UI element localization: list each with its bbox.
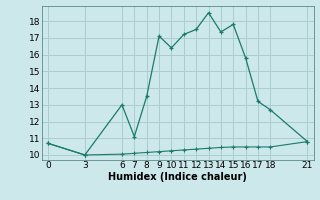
X-axis label: Humidex (Indice chaleur): Humidex (Indice chaleur) xyxy=(108,172,247,182)
